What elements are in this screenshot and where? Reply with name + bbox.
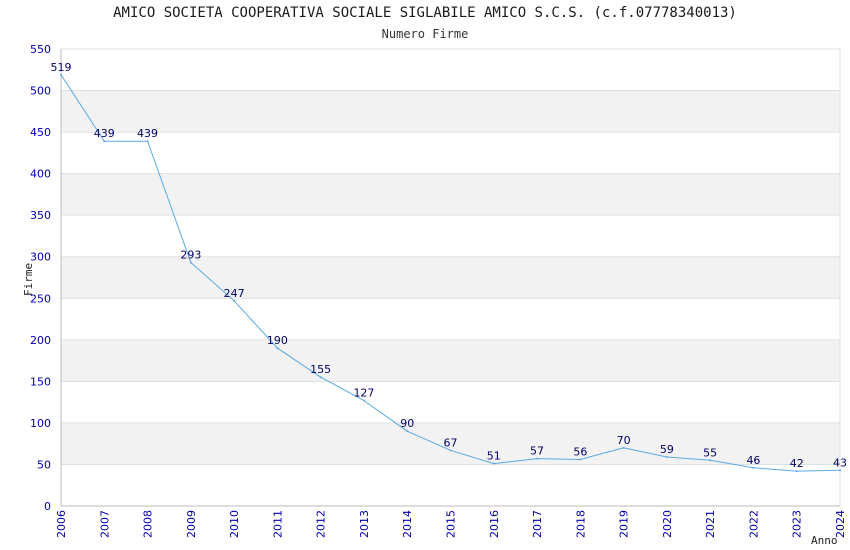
data-point bbox=[622, 446, 625, 449]
data-point bbox=[103, 140, 106, 143]
plot-band bbox=[61, 90, 840, 133]
x-tick-label: 2022 bbox=[747, 510, 760, 538]
plot-bands bbox=[61, 90, 840, 465]
data-point bbox=[276, 347, 279, 350]
x-tick-label: 2007 bbox=[98, 510, 111, 538]
data-point bbox=[795, 470, 798, 473]
data-label: 51 bbox=[487, 450, 501, 463]
x-tick-label: 2012 bbox=[315, 510, 328, 538]
x-axis-title: Anno bbox=[811, 534, 838, 547]
y-tick-label: 0 bbox=[44, 500, 51, 513]
x-tick-label: 2017 bbox=[531, 510, 544, 538]
x-tick-label: 2024 bbox=[834, 510, 847, 538]
x-tick-label: 2006 bbox=[55, 510, 68, 538]
x-tick-label: 2019 bbox=[618, 510, 631, 538]
y-tick-label: 150 bbox=[30, 375, 51, 388]
x-tick-label: 2008 bbox=[142, 510, 155, 538]
y-tick-label: 250 bbox=[30, 292, 51, 305]
data-point bbox=[709, 459, 712, 462]
chart-title: AMICO SOCIETA COOPERATIVA SOCIALE SIGLAB… bbox=[113, 5, 737, 21]
y-tick-label: 200 bbox=[30, 334, 51, 347]
y-tick-label: 300 bbox=[30, 251, 51, 264]
x-tick-label: 2020 bbox=[661, 510, 674, 538]
data-point bbox=[189, 261, 192, 264]
data-label: 56 bbox=[573, 445, 587, 458]
x-tick-label: 2023 bbox=[791, 510, 804, 538]
data-label: 67 bbox=[444, 436, 458, 449]
data-label: 55 bbox=[703, 446, 717, 459]
data-label: 42 bbox=[790, 457, 804, 470]
x-tick-label: 2016 bbox=[488, 510, 501, 538]
y-tick-label: 50 bbox=[37, 458, 51, 471]
data-label: 439 bbox=[137, 127, 158, 140]
data-label: 519 bbox=[51, 61, 72, 74]
data-label: 247 bbox=[224, 287, 245, 300]
data-label: 59 bbox=[660, 443, 674, 456]
y-tick-label: 550 bbox=[30, 43, 51, 56]
y-tick-label: 350 bbox=[30, 209, 51, 222]
x-tick-labels: 2006 2007 2008 2009 2010 2011 2012 2013 2014 2015… bbox=[55, 510, 847, 538]
data-labels: 519 439 439 293 247 190 155 127 90 67 51 57 56 70 59 55… bbox=[51, 61, 848, 470]
axes bbox=[60, 49, 841, 507]
series-line bbox=[60, 73, 841, 473]
x-tick-label: 2021 bbox=[704, 510, 717, 538]
data-label: 127 bbox=[353, 386, 374, 399]
plot-band bbox=[61, 173, 840, 216]
data-label: 57 bbox=[530, 445, 544, 458]
data-point bbox=[319, 376, 322, 379]
x-tick-label: 2014 bbox=[401, 510, 414, 538]
data-label: 43 bbox=[833, 456, 847, 469]
data-point bbox=[839, 469, 841, 472]
data-label: 155 bbox=[310, 363, 331, 376]
y-tick-label: 500 bbox=[30, 85, 51, 98]
plot-band bbox=[61, 256, 840, 299]
grid-lines bbox=[61, 48, 840, 507]
data-label: 70 bbox=[617, 434, 631, 447]
y-tick-label: 450 bbox=[30, 126, 51, 139]
data-point bbox=[233, 299, 236, 302]
data-label: 190 bbox=[267, 334, 288, 347]
y-tick-labels: 0 50 100 150 200 250 300 350 400 450 500 550 bbox=[30, 43, 51, 513]
data-point bbox=[579, 458, 582, 461]
data-point bbox=[449, 449, 452, 452]
data-point bbox=[146, 140, 149, 143]
x-tick-label: 2015 bbox=[445, 510, 458, 538]
chart-subtitle: Numero Firme bbox=[381, 27, 469, 41]
data-point bbox=[406, 430, 409, 433]
y-axis-title: Firme bbox=[22, 263, 35, 296]
x-tick-label: 2009 bbox=[185, 510, 198, 538]
data-point bbox=[665, 455, 668, 458]
data-point bbox=[362, 399, 365, 402]
x-tick-label: 2018 bbox=[574, 510, 587, 538]
x-tick-label: 2010 bbox=[228, 510, 241, 538]
data-label: 439 bbox=[94, 127, 115, 140]
plot-band bbox=[61, 339, 840, 382]
y-tick-label: 100 bbox=[30, 417, 51, 430]
data-label: 90 bbox=[400, 417, 414, 430]
data-point bbox=[60, 73, 62, 76]
data-point bbox=[752, 466, 755, 469]
data-label: 46 bbox=[746, 454, 760, 467]
x-tick-label: 2013 bbox=[358, 510, 371, 538]
plot-band bbox=[61, 422, 840, 465]
x-tick-label: 2011 bbox=[271, 510, 284, 538]
data-label: 293 bbox=[180, 249, 201, 262]
y-tick-label: 400 bbox=[30, 168, 51, 181]
data-point bbox=[492, 462, 495, 465]
data-point bbox=[536, 457, 539, 460]
